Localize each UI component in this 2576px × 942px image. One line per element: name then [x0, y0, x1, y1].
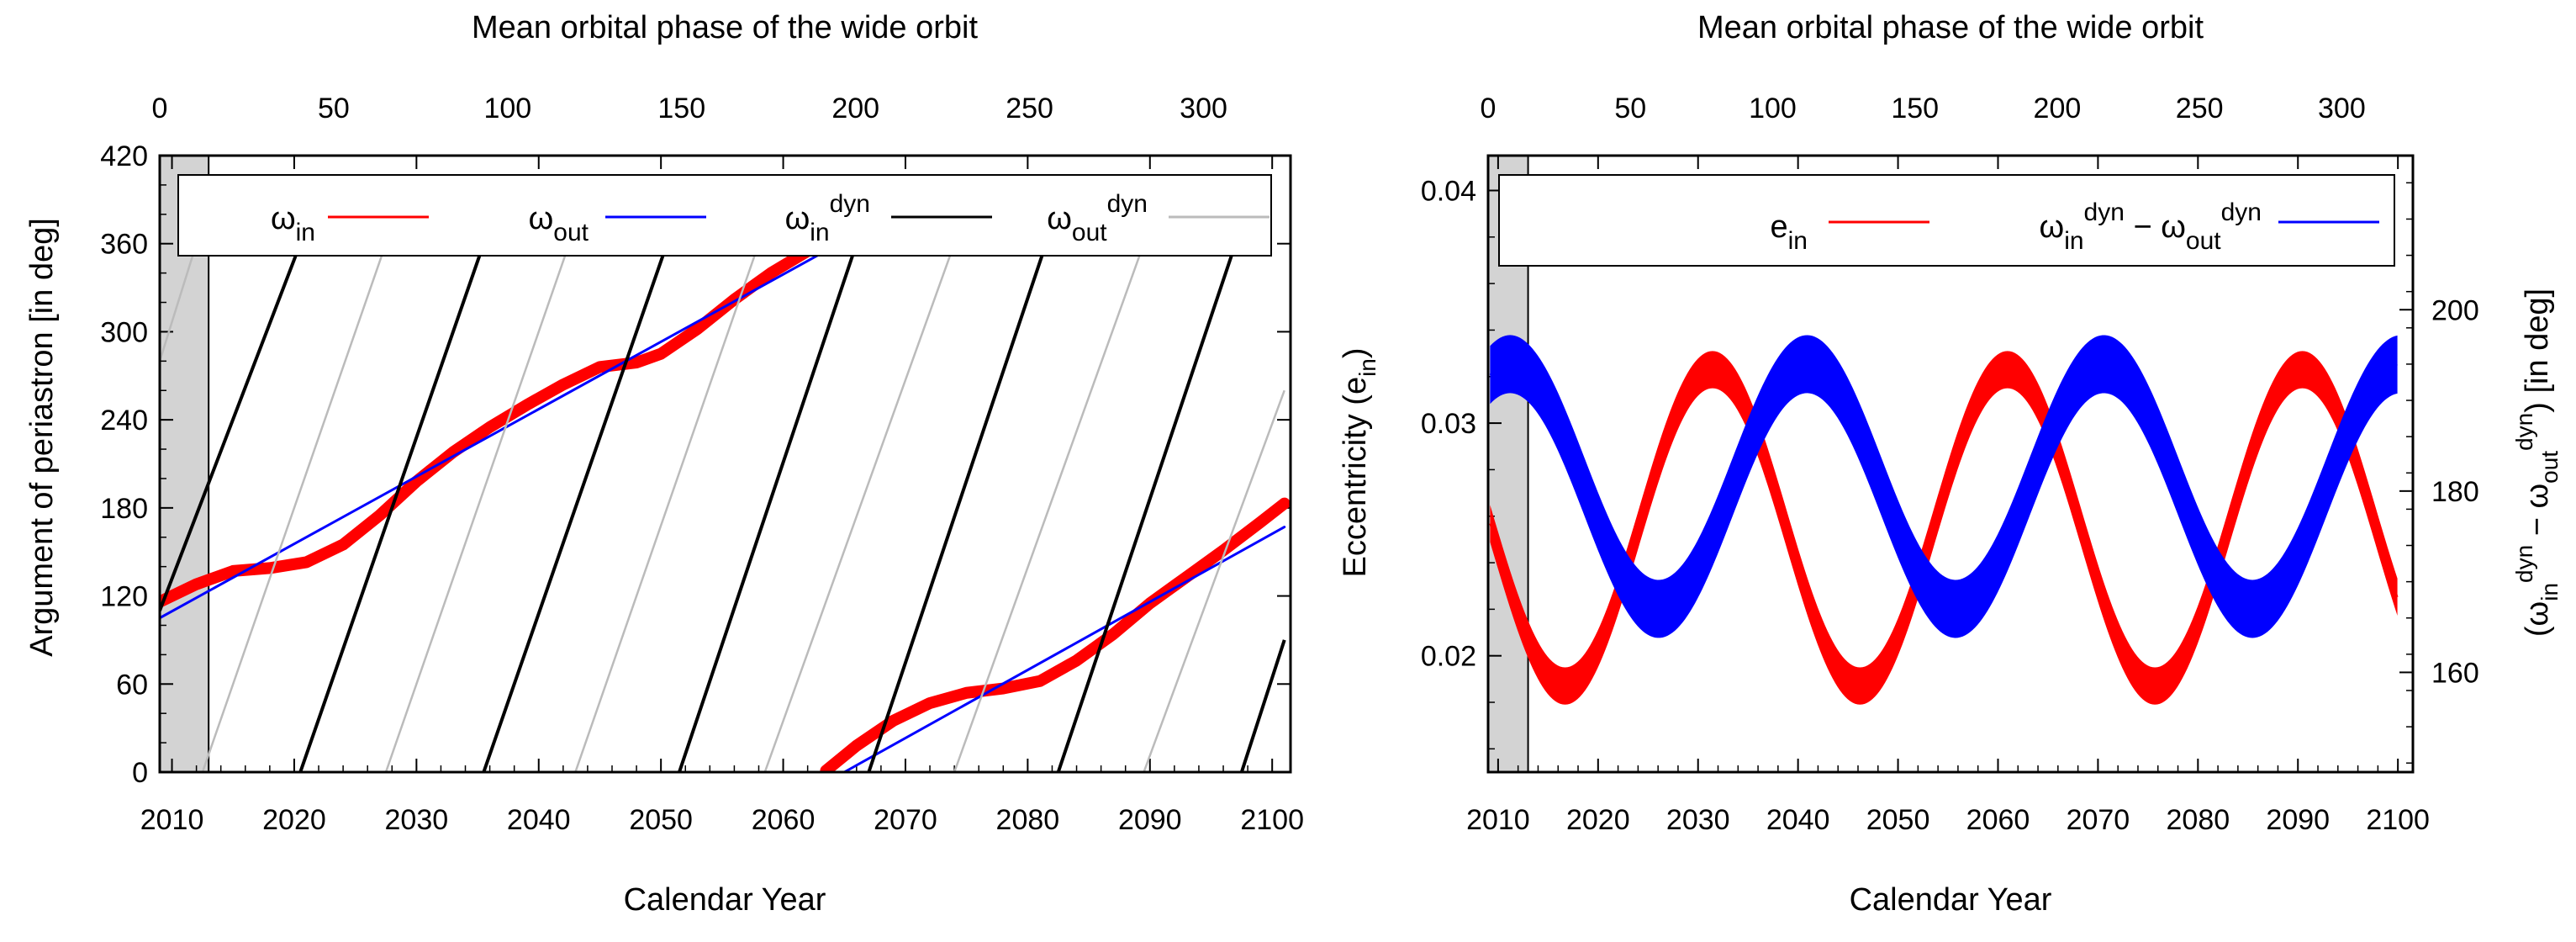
- right-x-tick-label: 2080: [2167, 804, 2230, 836]
- right-y-axis-label: Eccentricity (ein): [1338, 347, 1380, 577]
- right-plot-border: [1486, 154, 2415, 774]
- left-top-tick-label: 150: [657, 93, 705, 124]
- right-y-tick-label: 0.03: [1421, 408, 1476, 440]
- left-y-tick-label: 60: [116, 669, 148, 701]
- right-top-tick-label: 100: [1749, 93, 1797, 124]
- right-x-tick-label: 2050: [1866, 804, 1930, 836]
- right-legend-entry-label: ein: [1771, 209, 1808, 255]
- right-top-tick-label: 150: [1891, 93, 1939, 124]
- left-x-tick-label: 2030: [385, 804, 449, 836]
- left-x-tick-label: 2100: [1240, 804, 1304, 836]
- right-x-tick-label: 2090: [2266, 804, 2330, 836]
- right-legend-box: [1498, 174, 2395, 267]
- right-x-tick-label: 2100: [2366, 804, 2430, 836]
- series-delta_omega_dyn-line: [1489, 363, 2398, 610]
- right-legend-entry-label: ωindyn − ωoutdyn: [2040, 198, 2262, 255]
- series-omega_in_dyn-segment: [1056, 243, 1238, 772]
- left-top-tick-label: 200: [831, 93, 879, 124]
- right-y2-tick-label: 200: [2431, 294, 2479, 326]
- left-x-tick-label: 2050: [629, 804, 693, 836]
- right-top-tick-label: 300: [2318, 93, 2366, 124]
- series-omega_in_dyn-segment: [482, 243, 669, 772]
- series-omega_out_dyn-segment: [384, 243, 571, 772]
- right-x-tick-label: 2060: [1966, 804, 2030, 836]
- left-y-tick-label: 240: [100, 405, 148, 437]
- left-top-tick-label: 50: [318, 93, 350, 124]
- right-x-tick-label: 2040: [1766, 804, 1830, 836]
- left-x-axis-label: Calendar Year: [624, 882, 826, 918]
- left-x-tick-label: 2080: [996, 804, 1060, 836]
- right-y2-axis-label: (ωindyn − ωoutdyn) [in deg]: [2511, 288, 2563, 637]
- left-x-tick-label: 2040: [507, 804, 571, 836]
- right-top-tick-label: 250: [2176, 93, 2224, 124]
- left-plot-border: [158, 154, 1292, 774]
- right-chart-panel: Mean orbital phase of the wide orbit Cal…: [1338, 10, 2563, 918]
- right-top-axis-label: Mean orbital phase of the wide orbit: [1697, 10, 2204, 45]
- left-top-tick-label: 300: [1180, 93, 1227, 124]
- left-plot-content: 2010 2020 2030 2040 2050 2060 2070 2080 2090 2100…: [100, 93, 1304, 836]
- right-y2-tick-label: 180: [2431, 476, 2479, 508]
- series-omega_in_dyn-segment: [1239, 639, 1286, 772]
- left-legend-entry-label: ωin: [271, 201, 315, 246]
- left-y-tick-label: 360: [100, 229, 148, 261]
- series-e_in-line: [1489, 368, 2399, 687]
- series-omega_out_dyn-segment: [1143, 389, 1285, 772]
- series-omega_out_dyn-segment: [763, 243, 956, 772]
- series-omega_out-line: [160, 239, 846, 620]
- left-top-tick-label: 0: [152, 93, 168, 124]
- series-omega_out_dyn-segment: [201, 243, 388, 772]
- right-x-tick-label: 2010: [1466, 804, 1530, 836]
- left-y-tick-label: 120: [100, 581, 148, 613]
- left-series-group: [160, 236, 1291, 772]
- series-e_in-band: [1490, 351, 2398, 705]
- left-legend-entry-label: ωindyn: [785, 190, 870, 246]
- left-y-axis-label: Argument of periastron [in deg]: [24, 218, 60, 657]
- right-top-tick-label: 200: [2034, 93, 2082, 124]
- series-omega_in_dyn-segment: [867, 243, 1048, 772]
- left-x-tick-label: 2010: [140, 804, 204, 836]
- left-top-axis-label: Mean orbital phase of the wide orbit: [472, 10, 978, 45]
- series-omega_in_dyn-segment: [298, 243, 486, 772]
- series-omega_in-line: [160, 236, 832, 608]
- left-shaded-region: [159, 155, 210, 773]
- series-omega_out_dyn-segment: [574, 243, 760, 772]
- right-top-tick-label: 50: [1614, 93, 1646, 124]
- series-omega_out_dyn-segment: [160, 243, 198, 362]
- left-x-tick-label: 2060: [752, 804, 816, 836]
- left-x-tick-label: 2090: [1118, 804, 1182, 836]
- left-legend-entry-label: ωout: [529, 201, 589, 246]
- series-omega_out_wrap-line: [842, 526, 1286, 772]
- left-top-tick-label: 100: [483, 93, 531, 124]
- left-y-tick-label: 420: [100, 140, 148, 172]
- left-legend-box: [177, 174, 1272, 257]
- right-y-tick-label: 0.04: [1421, 175, 1476, 207]
- left-y-tick-label: 300: [100, 316, 148, 348]
- right-x-tick-label: 2070: [2067, 804, 2130, 836]
- left-legend-entry-label: ωoutdyn: [1047, 190, 1148, 246]
- left-x-tick-label: 2020: [262, 804, 326, 836]
- left-chart-panel: Mean orbital phase of the wide orbit Cal…: [24, 10, 1304, 918]
- left-top-tick-label: 250: [1006, 93, 1053, 124]
- right-series-group: [1489, 335, 2399, 705]
- series-omega_in_dyn-segment: [160, 242, 303, 611]
- right-y2-tick-label: 160: [2431, 657, 2479, 689]
- right-plot-content: 2010 2020 2030 2040 2050 2060 2070 2080 2090 2100…: [1338, 93, 2563, 836]
- series-omega_in_dyn-segment: [678, 243, 858, 772]
- right-x-axis-label: Calendar Year: [1850, 882, 2052, 918]
- series-delta_omega_dyn-band: [1490, 335, 2398, 638]
- right-top-tick-label: 0: [1481, 93, 1497, 124]
- left-x-tick-label: 2070: [874, 804, 937, 836]
- series-omega_out_dyn-segment: [953, 243, 1145, 772]
- right-y-tick-label: 0.02: [1421, 641, 1476, 673]
- right-x-tick-label: 2030: [1666, 804, 1730, 836]
- left-y-tick-label: 0: [132, 757, 148, 789]
- left-y-tick-label: 180: [100, 493, 148, 525]
- right-x-tick-label: 2020: [1566, 804, 1630, 836]
- series-omega_in_wrap-line: [820, 497, 1291, 772]
